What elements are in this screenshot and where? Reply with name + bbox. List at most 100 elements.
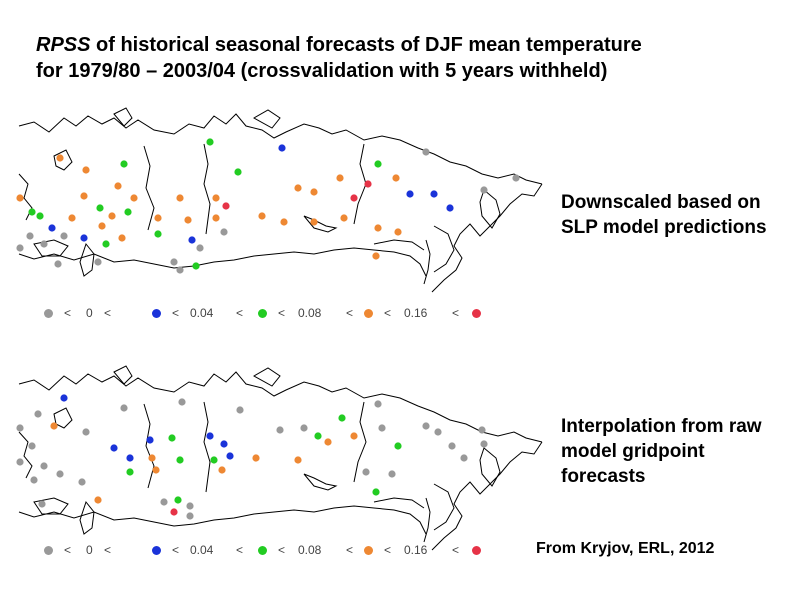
- station-marker-orange: [336, 174, 344, 182]
- station-marker-gray: [38, 500, 46, 508]
- coastline-group: [18, 365, 543, 551]
- station-marker-orange: [176, 194, 184, 202]
- station-marker-orange: [108, 212, 116, 220]
- station-marker-blue: [80, 234, 88, 242]
- amur-river: [373, 497, 425, 509]
- map-interpolation: [14, 362, 554, 562]
- station-marker-orange: [68, 214, 76, 222]
- title-line-1: RPSS of historical seasonal forecasts of…: [36, 32, 756, 58]
- station-marker-blue: [430, 190, 438, 198]
- station-marker-gray: [196, 244, 204, 252]
- lake-baikal-outline: [303, 473, 338, 491]
- arctic-coastline: [18, 371, 543, 443]
- legend-dot-0.08-0.16: [364, 546, 373, 555]
- station-marker-orange: [184, 216, 192, 224]
- station-marker-orange: [212, 194, 220, 202]
- station-marker-gray: [16, 424, 24, 432]
- station-marker-green: [120, 160, 128, 168]
- legend-sep: <: [346, 543, 354, 557]
- southern-border: [18, 505, 427, 535]
- kamchatka-outline: [479, 447, 501, 487]
- station-marker-gray: [186, 512, 194, 520]
- pacific-coastline: [431, 441, 543, 551]
- legend-dot-0-0.04: [152, 309, 161, 318]
- legend-sep: <: [104, 543, 112, 557]
- baltic-outline: [18, 431, 33, 479]
- legend-threshold-0.04: 0.04: [190, 543, 214, 557]
- legend-dot-below-zero: [44, 309, 53, 318]
- station-marker-gray: [178, 398, 186, 406]
- black-sea-outline: [33, 239, 69, 257]
- station-marker-orange: [16, 194, 24, 202]
- station-marker-orange: [392, 174, 400, 182]
- lena-river: [353, 143, 367, 225]
- legend-sep: <: [384, 543, 392, 557]
- legend-threshold-0: 0: [86, 306, 93, 320]
- station-marker-orange: [350, 432, 358, 440]
- station-marker-orange: [394, 228, 402, 236]
- station-marker-gray: [448, 442, 456, 450]
- station-marker-orange: [252, 454, 260, 462]
- station-marker-gray: [388, 470, 396, 478]
- station-marker-gray: [120, 404, 128, 412]
- station-marker-green: [206, 138, 214, 146]
- station-marker-blue: [48, 224, 56, 232]
- station-marker-red: [222, 202, 230, 210]
- station-marker-green: [168, 434, 176, 442]
- station-markers: [16, 394, 488, 520]
- station-marker-gray: [422, 148, 430, 156]
- legend-dot-above-0.16: [472, 546, 481, 555]
- station-marker-green: [176, 456, 184, 464]
- station-marker-orange: [148, 454, 156, 462]
- legend-sep: <: [64, 306, 72, 320]
- station-marker-gray: [176, 266, 184, 274]
- lena-river: [353, 401, 367, 483]
- station-marker-green: [372, 488, 380, 496]
- white-sea-outline: [53, 149, 73, 171]
- station-marker-gray: [16, 244, 24, 252]
- legend-sep: <: [346, 306, 354, 320]
- legend-sep: <: [64, 543, 72, 557]
- station-marker-gray: [236, 406, 244, 414]
- legend-sep: <: [172, 306, 180, 320]
- station-marker-blue: [146, 436, 154, 444]
- station-marker-gray: [78, 478, 86, 486]
- legend-top: < 0 < < 0.04 < < 0.08 < < 0.16 <: [40, 305, 500, 323]
- station-marker-green: [102, 240, 110, 248]
- legend-sep: <: [236, 543, 244, 557]
- map-interpolation-svg: [16, 365, 543, 551]
- southern-border: [18, 247, 427, 277]
- station-marker-orange: [152, 466, 160, 474]
- caspian-outline: [79, 500, 95, 535]
- station-marker-gray: [422, 422, 430, 430]
- station-marker-gray: [34, 410, 42, 418]
- station-marker-orange: [374, 224, 382, 232]
- station-marker-orange: [324, 438, 332, 446]
- lake-baikal-outline: [303, 215, 338, 233]
- station-marker-blue: [278, 144, 286, 152]
- taymyr-outline: [252, 367, 281, 387]
- amur-river: [373, 239, 425, 251]
- station-marker-gray: [478, 426, 486, 434]
- station-marker-orange: [114, 182, 122, 190]
- novaya-zemlya-outline: [113, 365, 133, 385]
- station-marker-green: [374, 160, 382, 168]
- legend-sep: <: [104, 306, 112, 320]
- station-marker-gray: [512, 174, 520, 182]
- pacific-coastline: [431, 183, 543, 293]
- station-marker-orange: [82, 166, 90, 174]
- legend-sep: <: [452, 543, 460, 557]
- station-marker-orange: [80, 192, 88, 200]
- station-marker-green: [192, 262, 200, 270]
- station-marker-red: [364, 180, 372, 188]
- legend-sep: <: [172, 543, 180, 557]
- okhotsk-coastline: [433, 225, 455, 273]
- station-marker-green: [28, 208, 36, 216]
- legend-sep: <: [236, 306, 244, 320]
- legend-dot-above-0.16: [472, 309, 481, 318]
- station-marker-gray: [186, 502, 194, 510]
- station-marker-green: [394, 442, 402, 450]
- kamchatka-outline: [479, 189, 501, 229]
- legend-threshold-0.08: 0.08: [298, 543, 322, 557]
- yenisei-river: [203, 401, 211, 493]
